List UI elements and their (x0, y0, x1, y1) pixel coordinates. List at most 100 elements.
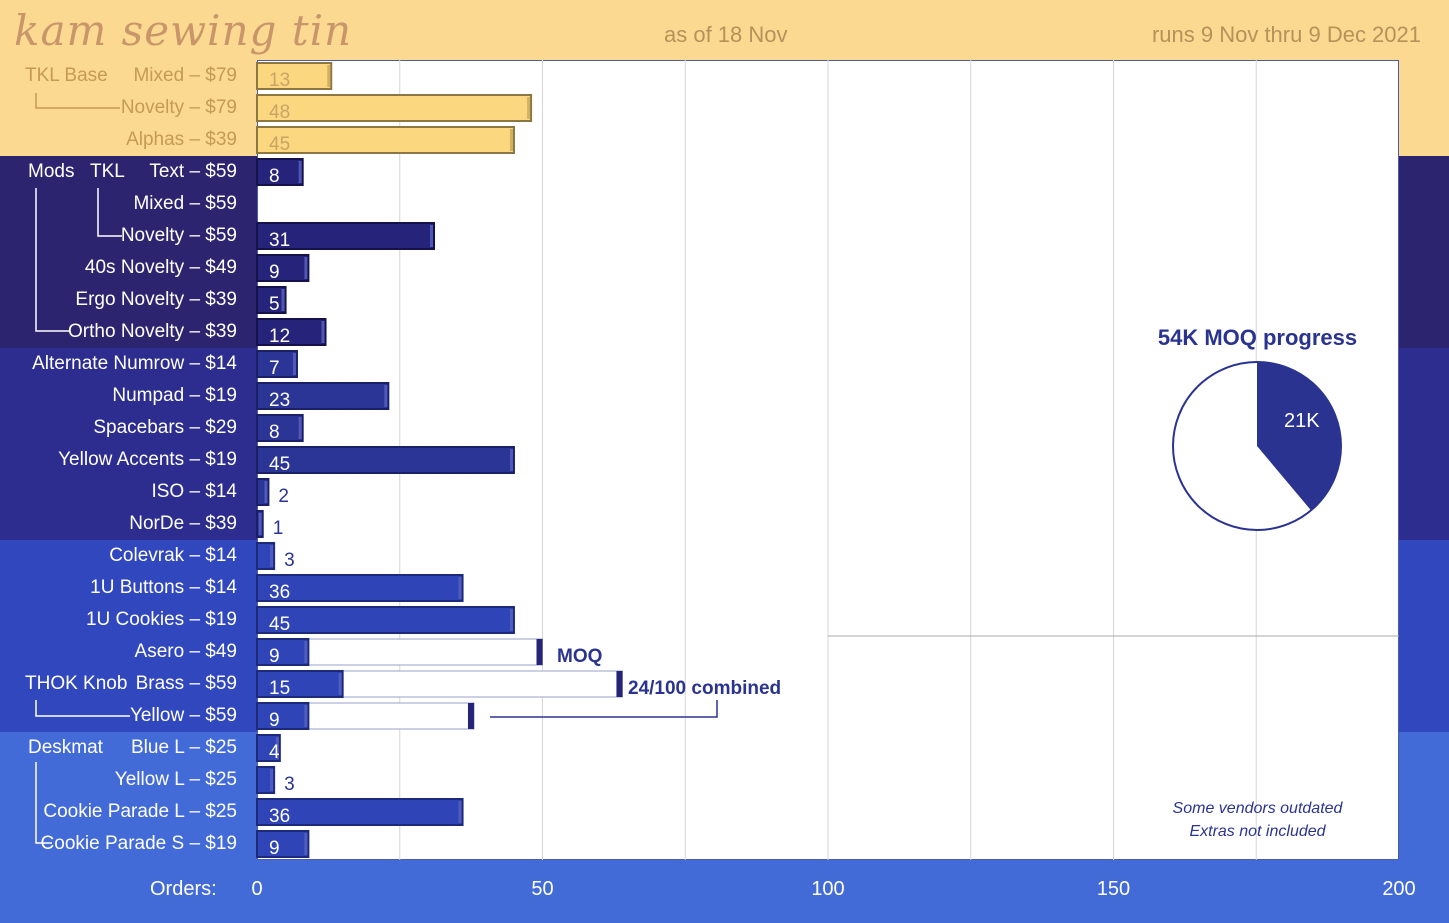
group-label-mods: Mods (28, 161, 75, 182)
bar-yellow-accents-19 (256, 446, 515, 474)
moq-marker (467, 703, 474, 729)
as-of-date: as of 18 Nov (664, 22, 788, 47)
value-label: 48 (269, 102, 290, 123)
pie-value-label: 21K (1284, 410, 1320, 432)
deskmat-bracket (35, 762, 52, 844)
bar-bevel (527, 97, 531, 119)
tkl-bracket (97, 188, 122, 237)
value-label: 9 (269, 646, 280, 667)
bar-bevel (304, 833, 308, 855)
bar-novelty-79 (256, 94, 533, 122)
category-label: Blue L – $25 (131, 737, 237, 758)
bar-yellow-59 (256, 702, 310, 730)
x-tick-label: 100 (811, 878, 845, 900)
bar-bevel (298, 417, 302, 439)
category-label: Alternate Numrow – $14 (32, 353, 237, 374)
value-label: 5 (269, 294, 280, 315)
bar-bevel (458, 577, 462, 599)
group-label-tkl-base: TKL Base (25, 65, 108, 86)
moq-marker (536, 639, 543, 665)
value-label: 45 (269, 454, 290, 475)
category-label: Novelty – $79 (120, 97, 237, 118)
combined-annotation: 24/100 combined (628, 678, 781, 699)
bar-bevel (304, 705, 308, 727)
category-label: Numpad – $19 (112, 385, 237, 406)
bar-cookie-parade-l-25 (256, 798, 464, 826)
bar-bevel (458, 801, 462, 823)
group-label-deskmat: Deskmat (28, 737, 103, 758)
bar-bevel (430, 225, 434, 247)
moq-annotation: MOQ (557, 646, 602, 667)
bar-bevel (270, 769, 274, 791)
x-tick-label: 50 (531, 878, 554, 900)
category-label: Ergo Novelty – $39 (75, 289, 237, 310)
bar-numpad-19 (256, 382, 390, 410)
group-label-thok-knob: THOK Knob (25, 673, 128, 694)
value-label: 3 (284, 550, 295, 571)
bar-asero-49 (256, 638, 310, 666)
category-label: Asero – $49 (134, 641, 237, 662)
bar-bevel (270, 545, 274, 567)
bar-40s-novelty-49 (256, 254, 310, 282)
bar-bevel (384, 385, 388, 407)
category-label: Novelty – $59 (120, 225, 237, 246)
bar-bevel (292, 353, 296, 375)
bar-cookie-parade-s-19 (256, 830, 310, 858)
value-label: 1 (273, 518, 284, 539)
category-label: 1U Cookies – $19 (85, 609, 237, 630)
value-label: 15 (269, 678, 290, 699)
moq-marker (616, 671, 623, 697)
category-label: Ortho Novelty – $39 (68, 321, 237, 342)
category-label: Colevrak – $14 (109, 545, 237, 566)
x-tick-label: 0 (251, 878, 263, 900)
bar-bevel (264, 481, 268, 503)
bar-novelty-59 (256, 222, 436, 250)
value-label: 9 (269, 710, 280, 731)
value-label: 12 (269, 326, 290, 347)
category-label: NorDe – $39 (129, 513, 237, 534)
bar-blue-l-25 (256, 734, 281, 762)
category-label: 1U Buttons – $14 (90, 577, 237, 598)
value-label: 13 (269, 70, 290, 91)
bar-bevel (321, 321, 325, 343)
value-label: 45 (269, 614, 290, 635)
category-label: Brass – $59 (135, 673, 237, 694)
value-label: 23 (269, 390, 290, 411)
pie-slice (1257, 362, 1341, 511)
bar-brass-59 (256, 670, 344, 698)
category-label: Mixed – $59 (133, 193, 237, 214)
category-label: Alphas – $39 (126, 129, 237, 150)
category-label: Spacebars – $29 (93, 417, 237, 438)
run-dates: runs 9 Nov thru 9 Dec 2021 (1151, 22, 1421, 47)
value-label: 3 (284, 774, 295, 795)
value-label: 36 (269, 582, 290, 603)
bar-alternate-numrow-14 (256, 350, 298, 378)
category-label: Yellow Accents – $19 (58, 449, 237, 470)
category-label: Cookie Parade L – $25 (43, 801, 237, 822)
value-label: 4 (269, 742, 280, 763)
mods-bracket (35, 188, 70, 332)
bar-bevel (304, 257, 308, 279)
bar-bevel (509, 609, 513, 631)
x-tick-label: 200 (1382, 878, 1416, 900)
category-label: Mixed – $79 (133, 65, 237, 86)
value-label: 36 (269, 806, 290, 827)
bar-bevel (281, 289, 285, 311)
bar-colevrak-14 (256, 542, 276, 570)
bar-yellow-l-25 (256, 766, 276, 794)
value-label: 45 (269, 134, 290, 155)
category-label: Cookie Parade S – $19 (40, 833, 237, 854)
value-label: 8 (269, 422, 280, 443)
value-label: 31 (269, 230, 290, 251)
thok-bracket (35, 700, 130, 717)
category-label: 40s Novelty – $49 (84, 257, 237, 278)
value-label: 2 (278, 486, 289, 507)
group-label-tkl: TKL (90, 161, 125, 182)
note-vendors: Some vendors outdated (1172, 800, 1343, 817)
bar-ortho-novelty-39 (256, 318, 327, 346)
bar-spacebars-29 (256, 414, 304, 442)
category-label: ISO – $14 (151, 481, 237, 502)
bar-bevel (298, 161, 302, 183)
value-label: 9 (269, 838, 280, 859)
